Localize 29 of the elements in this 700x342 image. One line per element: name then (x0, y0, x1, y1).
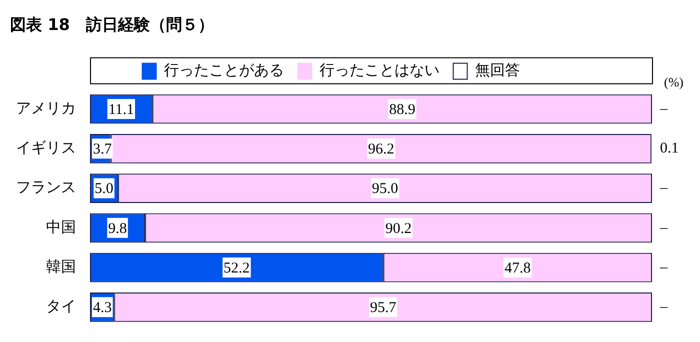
legend-label: 行ったことがある (164, 63, 284, 80)
data-label: 95.0 (372, 181, 398, 198)
legend-label: 無回答 (474, 62, 520, 80)
chart-title: 図表 18 訪日経験（問５） (10, 14, 214, 34)
data-label: 88.9 (389, 102, 416, 118)
data-label: 3.7 (93, 142, 112, 158)
text: (%) (664, 74, 684, 90)
data-label: 11.1 (108, 102, 134, 118)
y-tick-label: 中国 (46, 218, 76, 236)
data-label: 96.2 (368, 142, 394, 158)
data-label: 0.1 (660, 140, 679, 157)
legend-label: 行ったことはない (319, 63, 440, 80)
data-label: 95.7 (370, 300, 397, 316)
data-label: 4.3 (93, 300, 112, 316)
data-label: 5.0 (94, 181, 114, 198)
data-label: – (659, 220, 668, 236)
data-label: 52.2 (224, 260, 250, 276)
y-tick-label: タイ (46, 299, 76, 316)
data-label: – (659, 259, 668, 276)
data-label: – (659, 180, 668, 196)
y-tick-label: イギリス (16, 140, 76, 157)
data-label: 9.8 (108, 220, 127, 237)
y-tick-label: フランス (16, 180, 76, 196)
data-label: – (659, 299, 668, 316)
y-tick-label: アメリカ (16, 100, 76, 117)
data-label: 47.8 (504, 260, 531, 276)
data-label: – (659, 100, 668, 117)
y-tick-label: 韓国 (46, 258, 76, 276)
data-label: 90.2 (385, 220, 412, 237)
